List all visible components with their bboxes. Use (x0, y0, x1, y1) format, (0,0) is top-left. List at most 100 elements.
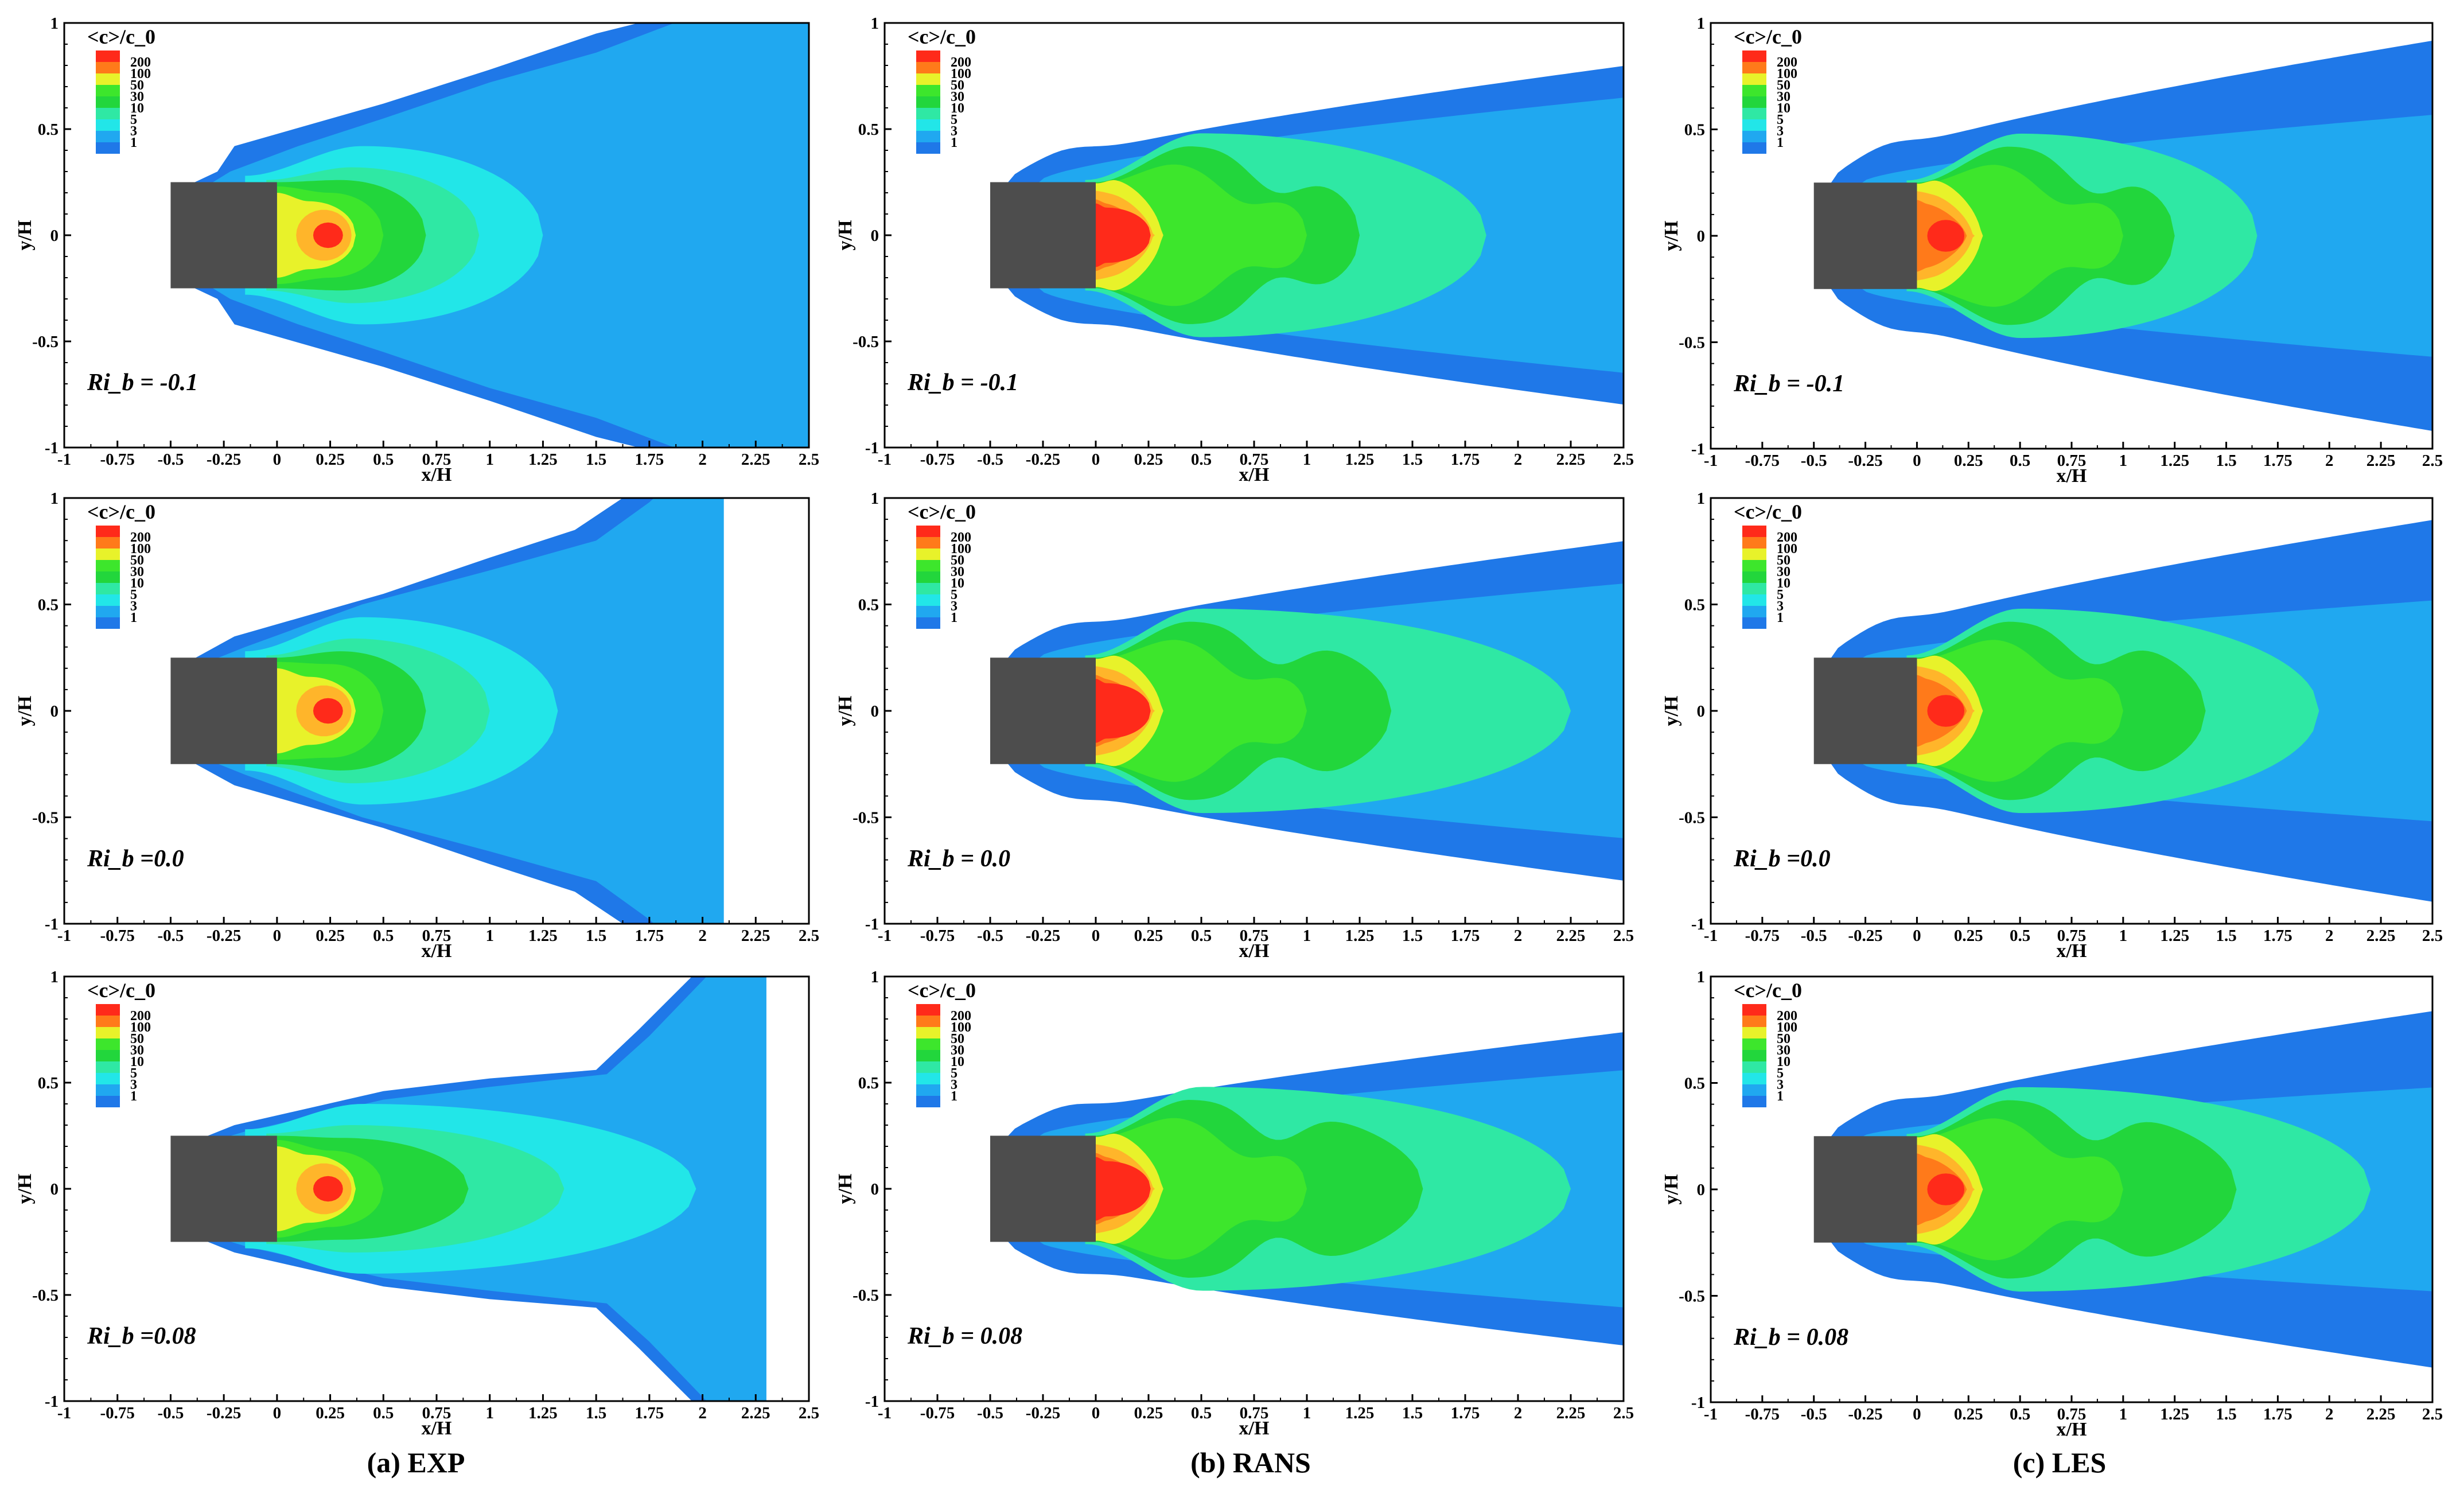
x-tick-label: 1 (485, 927, 494, 945)
legend-swatch (96, 1016, 120, 1027)
x-tick-label: -0.25 (207, 450, 241, 469)
richardson-label: Ri_b = 0.08 (1733, 1324, 1848, 1351)
x-tick-label: -0.5 (977, 927, 1003, 945)
legend-swatch (916, 617, 940, 629)
legend-swatch (916, 1027, 940, 1038)
legend-swatch (96, 526, 120, 537)
x-tick-label: 1.5 (2216, 452, 2236, 470)
x-tick-label: 2.5 (2422, 452, 2443, 470)
x-axis-label: x/H (1239, 1418, 1270, 1439)
x-tick-label: 1 (485, 450, 494, 469)
y-tick-label: 0.5 (38, 120, 59, 139)
x-tick-label: 1.5 (2216, 927, 2236, 945)
legend-level-label: 30 (130, 565, 144, 579)
x-tick-label: 0 (1913, 927, 1921, 945)
legend-level-label: 1 (951, 1089, 957, 1104)
legend-title: <c>/c_0 (908, 979, 976, 1002)
x-tick-label: 1.75 (1451, 1404, 1480, 1422)
x-tick-label: -0.5 (1801, 1405, 1827, 1423)
caption-rans: (b) RANS (1190, 1446, 1311, 1479)
legend-swatch (96, 560, 120, 571)
y-axis-label: y/H (1661, 221, 1682, 251)
x-tick-label: 0.25 (316, 450, 345, 469)
x-tick-label: 0.25 (316, 927, 345, 945)
x-tick-label: 0.25 (1134, 927, 1163, 945)
legend-title: <c>/c_0 (87, 25, 155, 48)
x-tick-label: 1.5 (586, 450, 606, 469)
legend-swatch (96, 50, 120, 62)
x-tick-label: 2.5 (1613, 1404, 1634, 1422)
legend-level-label: 10 (1777, 101, 1790, 116)
y-tick-label: 1 (1697, 968, 1706, 986)
x-tick-label: 2 (2325, 452, 2334, 470)
legend-level-label: 50 (1777, 1032, 1790, 1047)
legend-level-label: 5 (130, 588, 137, 602)
legend-swatch (1742, 131, 1766, 142)
x-tick-label: 2 (698, 450, 707, 469)
x-tick-label: 0.5 (2010, 452, 2030, 470)
x-tick-label: 1.5 (586, 1404, 606, 1422)
caption-les: (c) LES (2013, 1446, 2107, 1479)
y-tick-label: -1 (865, 439, 879, 457)
legend-swatch (1742, 549, 1766, 560)
contour-field (203, 977, 766, 1401)
x-tick-label: 1 (2119, 452, 2128, 470)
richardson-label: Ri_b =0.0 (1733, 846, 1831, 872)
x-tick-label: -0.75 (1745, 1405, 1780, 1423)
x-tick-label: 1 (2119, 927, 2128, 945)
x-tick-label: -0.5 (157, 1404, 184, 1422)
y-tick-label: -0.5 (1679, 334, 1705, 352)
legend-swatch (96, 85, 120, 96)
x-tick-label: -0.5 (1801, 452, 1827, 470)
y-tick-label: 0.5 (858, 1074, 879, 1092)
legend-swatch (1742, 1050, 1766, 1061)
legend-level-label: 200 (130, 55, 151, 70)
legend-level-label: 5 (951, 112, 957, 127)
x-tick-label: -0.75 (100, 1404, 135, 1422)
legend-level-label: 3 (130, 599, 137, 614)
legend-swatch (1742, 1084, 1766, 1096)
legend-title: <c>/c_0 (1734, 979, 1802, 1002)
y-tick-label: 0 (871, 702, 879, 721)
x-tick-label: 1.5 (1402, 927, 1423, 945)
x-tick-label: 0.25 (1954, 1405, 1983, 1423)
x-tick-label: 2.5 (2422, 927, 2443, 945)
legend-swatch (1742, 560, 1766, 571)
contour-level-8 (313, 222, 343, 248)
legend-level-label: 3 (130, 1077, 137, 1092)
legend-swatch (916, 537, 940, 549)
x-tick-label: 0.25 (1134, 450, 1163, 469)
x-axis-label: x/H (422, 940, 452, 962)
legend-swatch (96, 1073, 120, 1084)
legend-level-label: 200 (1777, 55, 1797, 70)
contour-level-4 (1917, 165, 2123, 307)
legend-swatch (96, 119, 120, 131)
y-tick-label: 1 (50, 489, 59, 508)
legend-swatch (96, 1038, 120, 1050)
contour-field (1007, 65, 1624, 405)
legend-level-label: 10 (951, 101, 964, 116)
y-tick-label: -1 (1691, 440, 1705, 458)
contour-level-8 (1096, 1157, 1151, 1221)
x-tick-label: 0.5 (1191, 927, 1212, 945)
contour-level-8 (313, 1176, 343, 1202)
x-tick-label: -1 (1704, 1405, 1718, 1423)
x-tick-label: 1.25 (1345, 927, 1375, 945)
legend-level-label: 1 (1777, 1089, 1784, 1104)
x-tick-label: 1.25 (1345, 450, 1375, 469)
x-tick-label: 1 (1303, 450, 1311, 469)
y-tick-label: 1 (871, 14, 879, 33)
legend-level-label: 50 (130, 1032, 144, 1047)
x-axis-label: x/H (2057, 940, 2087, 962)
legend-swatch (1742, 1004, 1766, 1016)
legend-swatch (96, 606, 120, 617)
legend-level-label: 200 (130, 1009, 151, 1024)
x-tick-label: 1.75 (635, 450, 664, 469)
legend-level-label: 50 (951, 553, 964, 568)
legend-swatch (96, 583, 120, 594)
x-tick-label: -0.25 (1026, 927, 1060, 945)
legend-level-label: 30 (130, 1043, 144, 1058)
x-tick-label: -1 (57, 450, 71, 469)
legend-swatch (1742, 1027, 1766, 1038)
contour-field (1830, 520, 2432, 902)
